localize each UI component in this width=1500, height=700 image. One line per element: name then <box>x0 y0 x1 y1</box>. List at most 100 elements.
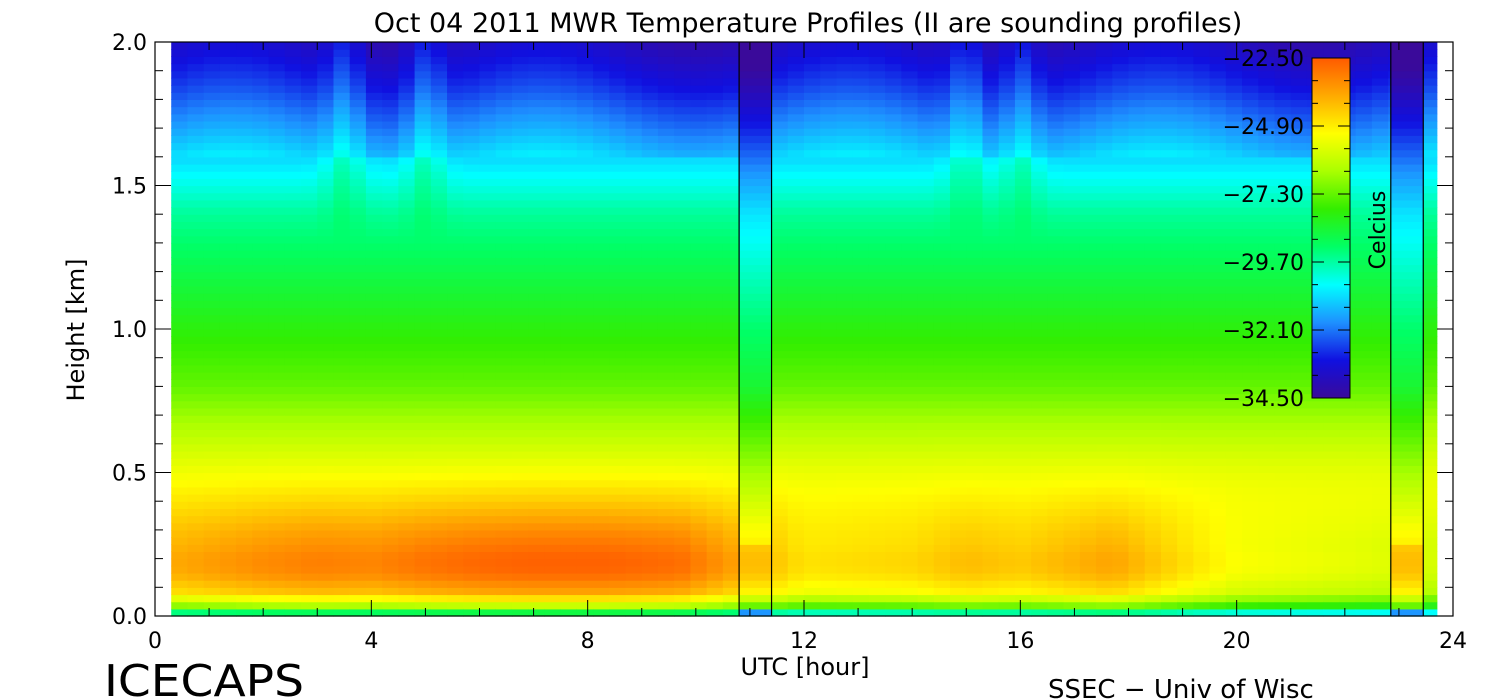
heatmap-cell <box>593 142 610 151</box>
heatmap-cell <box>885 149 902 158</box>
heatmap-cell <box>885 250 902 258</box>
heatmap-cell <box>1144 207 1162 215</box>
heatmap-cell <box>463 494 481 502</box>
heatmap-cell <box>1128 551 1146 560</box>
heatmap-cell <box>933 113 951 122</box>
heatmap-cell <box>349 113 367 122</box>
heatmap-cell <box>252 278 270 287</box>
heatmap-cell <box>820 350 838 359</box>
heatmap-cell <box>365 537 383 545</box>
heatmap-cell <box>722 63 740 72</box>
heatmap-cell <box>706 594 724 603</box>
heatmap-cell <box>917 608 935 617</box>
heatmap-cell <box>706 407 724 416</box>
heatmap-cell <box>576 343 594 352</box>
heatmap-cell <box>544 149 562 158</box>
heatmap-cell <box>885 364 902 373</box>
heatmap-cell <box>560 486 578 495</box>
heatmap-cell <box>268 92 286 100</box>
heatmap-cell <box>463 572 481 581</box>
heatmap-cell <box>1160 171 1178 179</box>
heatmap-cell <box>690 56 708 65</box>
heatmap-cell <box>901 436 919 445</box>
heatmap-cell <box>982 278 1000 287</box>
heatmap-cell <box>771 242 789 251</box>
heatmap-cell <box>625 357 643 366</box>
heatmap-cell <box>349 587 367 596</box>
heatmap-cell <box>674 565 692 574</box>
heatmap-cell <box>593 228 610 237</box>
heatmap-cell <box>1112 486 1130 495</box>
heatmap-cell <box>576 436 594 445</box>
heatmap-cell <box>657 128 675 136</box>
heatmap-cell <box>560 321 578 330</box>
heatmap-cell <box>284 257 302 266</box>
heatmap-cell <box>382 594 399 603</box>
heatmap-cell <box>414 429 432 438</box>
heatmap-cell <box>1063 314 1081 323</box>
heatmap-cell <box>430 178 448 187</box>
heatmap-cell <box>609 443 627 452</box>
heatmap-cell <box>203 343 221 352</box>
heatmap-cell <box>317 436 335 445</box>
heatmap-cell <box>284 314 302 323</box>
heatmap-cell <box>593 77 610 86</box>
heatmap-cell <box>771 608 789 617</box>
heatmap-cell <box>690 544 708 553</box>
heatmap-cell <box>511 207 529 215</box>
heatmap-cell <box>641 106 659 115</box>
heatmap-cell <box>171 199 189 208</box>
heatmap-cell <box>463 214 481 222</box>
heatmap-cell <box>1160 285 1178 294</box>
heatmap-cell <box>836 142 854 151</box>
heatmap-cell <box>187 156 205 165</box>
heatmap-cell <box>1014 242 1032 251</box>
heatmap-cell <box>706 156 724 165</box>
heatmap-cell <box>1047 300 1065 309</box>
heatmap-cell <box>674 429 692 438</box>
heatmap-cell <box>852 594 870 603</box>
heatmap-cell <box>836 56 854 65</box>
heatmap-cell <box>901 558 919 567</box>
heatmap-cell <box>1128 70 1146 79</box>
heatmap-cell <box>917 199 935 208</box>
heatmap-cell <box>690 486 708 495</box>
heatmap-cell <box>219 185 237 194</box>
heatmap-cell <box>1079 49 1097 57</box>
heatmap-cell <box>349 199 367 208</box>
heatmap-cell <box>544 450 562 459</box>
heatmap-cell <box>771 379 789 387</box>
heatmap-cell <box>382 242 399 251</box>
heatmap-cell <box>1096 42 1113 50</box>
heatmap-cell <box>219 228 237 237</box>
heatmap-cell <box>1063 486 1081 495</box>
heatmap-cell <box>560 235 578 244</box>
heatmap-cell <box>868 572 886 581</box>
heatmap-cell <box>333 321 351 330</box>
heatmap-cell <box>560 386 578 395</box>
heatmap-cell <box>1031 436 1048 445</box>
heatmap-cell <box>917 379 935 387</box>
heatmap-cell <box>511 608 529 617</box>
heatmap-cell <box>236 242 253 251</box>
heatmap-cell <box>1014 443 1032 452</box>
heatmap-cell <box>219 544 237 553</box>
heatmap-cell <box>463 372 481 380</box>
heatmap-cell <box>284 149 302 158</box>
heatmap-cell <box>398 486 416 495</box>
heatmap-cell <box>982 199 1000 208</box>
heatmap-cell <box>1063 300 1081 309</box>
heatmap-cell <box>885 85 902 93</box>
heatmap-cell <box>641 515 659 524</box>
heatmap-cell <box>203 135 221 144</box>
heatmap-cell <box>657 271 675 280</box>
heatmap-cell <box>187 293 205 301</box>
heatmap-cell <box>365 594 383 603</box>
heatmap-cell <box>1014 285 1032 294</box>
heatmap-cell <box>560 458 578 466</box>
heatmap-cell <box>187 529 205 538</box>
heatmap-cell <box>820 185 838 194</box>
heatmap-cell <box>349 551 367 560</box>
heatmap-cell <box>885 42 902 50</box>
heatmap-cell <box>187 494 205 502</box>
